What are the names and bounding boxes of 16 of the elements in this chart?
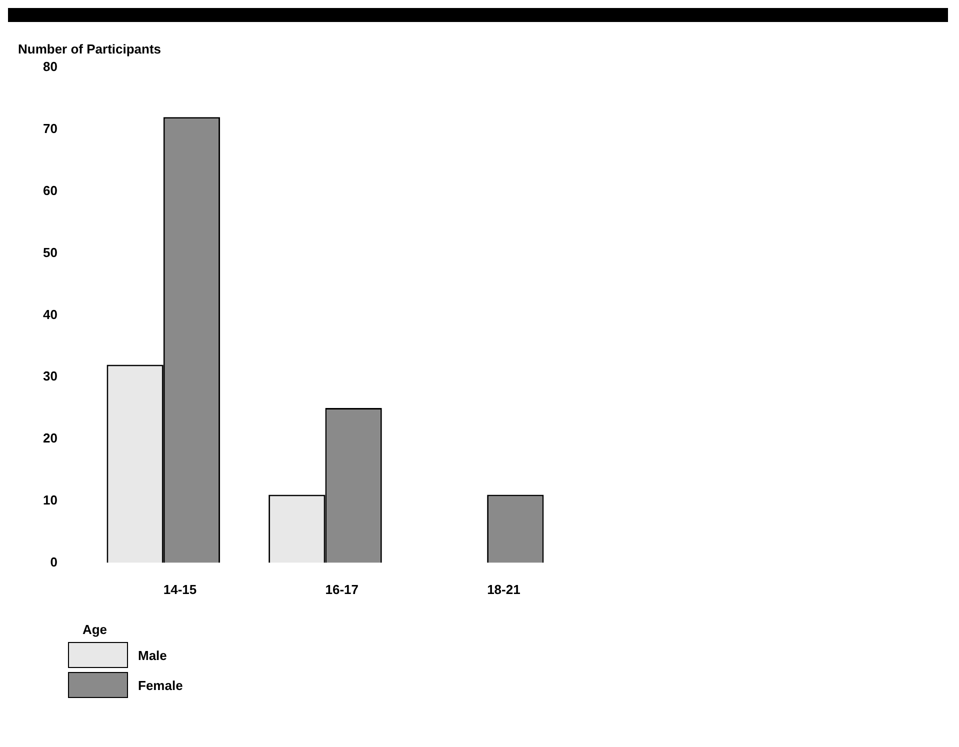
y-tick-label: 70 [42,121,58,136]
x-tick-label: 18-21 [487,582,520,598]
legend-label: Female [138,678,183,692]
x-tick-label: 16-17 [325,582,358,598]
y-tick-label: 60 [42,182,58,198]
y-tick-label: 30 [42,368,58,384]
y-tick-label: 80 [42,59,58,74]
y-tick-label: 50 [42,244,58,260]
y-tick-label: 40 [42,306,58,322]
y-tick-label: 10 [42,492,58,508]
legend-label: Male [138,648,167,662]
x-axis-title: Age [82,622,108,637]
x-tick-label: 14-15 [163,582,197,598]
y-tick-label: 20 [42,430,58,446]
y-tick-label: 0 [50,554,58,570]
y-axis-title: Number of Participants [18,41,162,56]
